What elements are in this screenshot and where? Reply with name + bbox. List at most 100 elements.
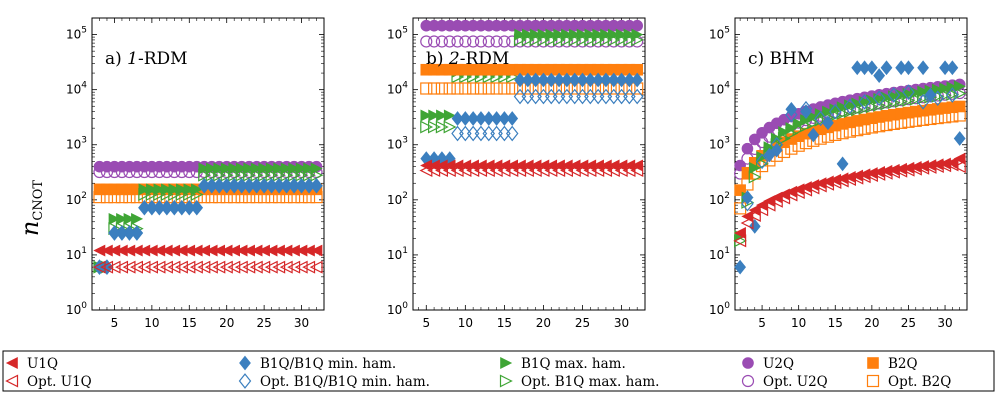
data-point	[873, 98, 887, 112]
data-point	[513, 33, 527, 47]
data-point	[521, 88, 535, 105]
data-point	[249, 260, 263, 274]
data-point	[917, 60, 929, 76]
data-point	[175, 188, 189, 201]
y-tick-exponent: 5	[402, 26, 408, 36]
data-point	[482, 125, 496, 142]
data-point	[799, 119, 813, 133]
data-point	[490, 111, 503, 126]
y-tick-exponent: 3	[724, 136, 730, 146]
y-tick-base: 10	[387, 248, 402, 262]
data-point	[212, 260, 226, 274]
data-point	[528, 164, 542, 178]
y-tick-base: 10	[66, 28, 81, 42]
data-point	[946, 87, 959, 103]
data-point	[279, 260, 293, 274]
data-point	[931, 90, 944, 107]
panel-title-prefix: a)	[105, 49, 127, 69]
legend-marker	[742, 357, 754, 369]
data-point	[234, 260, 248, 274]
data-point	[459, 82, 472, 95]
data-point	[536, 164, 550, 178]
y-tick-base: 10	[709, 248, 724, 262]
legend-marker	[239, 355, 251, 371]
data-point	[130, 260, 144, 274]
y-tick-label: 101	[709, 246, 730, 262]
data-point	[568, 33, 582, 47]
data-point	[513, 88, 527, 105]
y-tick-exponent: 1	[81, 246, 87, 256]
data-point	[584, 88, 597, 105]
data-point	[908, 162, 922, 176]
legend-marker	[500, 357, 513, 369]
data-point	[599, 164, 613, 178]
data-point	[880, 118, 893, 132]
data-point	[537, 88, 550, 105]
data-point	[130, 191, 144, 204]
data-point	[435, 35, 449, 48]
data-point	[607, 88, 621, 105]
data-point	[894, 164, 908, 178]
data-point	[901, 163, 915, 177]
y-tick-base: 10	[709, 193, 724, 207]
y-axis-label-sub: CNOT	[31, 180, 46, 221]
data-point	[953, 152, 966, 165]
data-point	[122, 260, 136, 274]
data-point	[474, 35, 488, 48]
data-point	[623, 88, 636, 105]
y-tick-base: 10	[709, 138, 724, 152]
data-point	[560, 164, 573, 178]
data-point	[733, 227, 746, 239]
data-point	[100, 191, 114, 204]
data-point	[630, 164, 644, 178]
data-point	[427, 120, 441, 134]
y-tick-exponent: 1	[402, 246, 408, 256]
legend-label: U1Q	[27, 356, 58, 372]
data-point	[858, 122, 871, 135]
data-point	[851, 103, 865, 117]
data-point	[777, 191, 791, 205]
data-point	[443, 35, 456, 48]
data-point	[498, 35, 511, 48]
legend-label: B2Q	[888, 356, 918, 372]
data-point	[741, 178, 754, 191]
data-point	[475, 111, 487, 126]
data-point	[459, 125, 472, 142]
x-tick-label: 15	[828, 316, 843, 330]
legend-item: B1Q max. ham.	[500, 356, 626, 372]
data-point	[946, 110, 959, 123]
x-tick-label: 10	[791, 316, 806, 330]
y-tick-base: 10	[66, 303, 81, 317]
legend-item: Opt. B1Q max. ham.	[499, 374, 659, 390]
data-point	[123, 165, 136, 179]
data-point	[420, 120, 434, 134]
data-point	[130, 225, 144, 241]
data-point	[880, 97, 894, 111]
legend-item: U1Q	[5, 356, 58, 372]
legend-item: B2Q	[867, 356, 918, 372]
y-tick-exponent: 2	[402, 191, 408, 201]
data-point	[419, 164, 433, 178]
data-point	[800, 104, 812, 119]
series-opt-u1q	[419, 164, 644, 178]
data-point	[953, 131, 966, 146]
series-b2q	[420, 63, 643, 76]
data-point	[131, 212, 144, 225]
data-point	[623, 72, 636, 88]
data-point	[843, 105, 857, 119]
data-point	[623, 33, 637, 47]
legend-label: Opt. U2Q	[763, 374, 828, 390]
data-point	[953, 87, 967, 101]
data-point	[930, 160, 944, 174]
data-point	[100, 165, 114, 179]
data-point	[545, 33, 559, 47]
x-tick-label: 30	[937, 316, 952, 330]
x-tick-label: 10	[458, 316, 473, 330]
data-point	[544, 164, 558, 178]
data-point	[420, 109, 433, 122]
legend-label: Opt. B1Q max. ham.	[521, 374, 659, 390]
panel-title-prefix: b)	[426, 49, 449, 69]
data-point	[145, 260, 158, 274]
data-point	[427, 164, 441, 178]
